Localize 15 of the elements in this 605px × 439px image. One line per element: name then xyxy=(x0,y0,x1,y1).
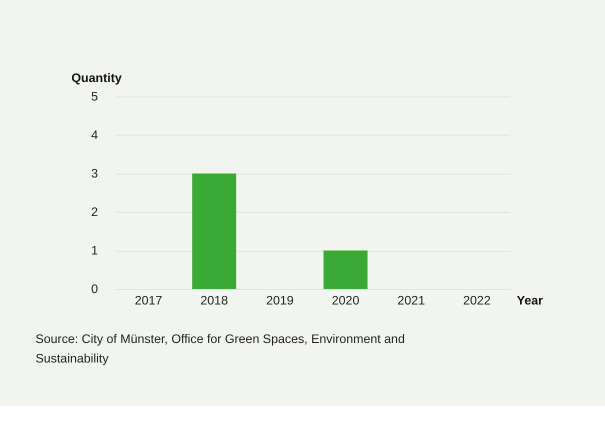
y-tick-label: 0 xyxy=(91,282,98,296)
x-tick-label: 2018 xyxy=(200,294,228,308)
x-tick-label: 2022 xyxy=(463,294,491,308)
y-tick-label: 5 xyxy=(91,90,98,104)
x-tick-label: 2021 xyxy=(397,294,426,308)
y-tick-label: 2 xyxy=(91,205,98,220)
x-tick-label: 2019 xyxy=(266,294,294,308)
y-tick-label: 1 xyxy=(91,244,98,258)
source-note: Source: City of Münster, Office for Green Spaces, Environment and Sustainability xyxy=(35,332,405,366)
x-tick-label: 2017 xyxy=(134,294,162,308)
y-tick-label: 4 xyxy=(91,128,98,142)
x-axis-title: Year xyxy=(516,294,544,308)
y-tick-label: 3 xyxy=(91,166,98,181)
x-tick-label: 2020 xyxy=(332,294,360,308)
y-axis-title: Quantity xyxy=(71,70,122,85)
